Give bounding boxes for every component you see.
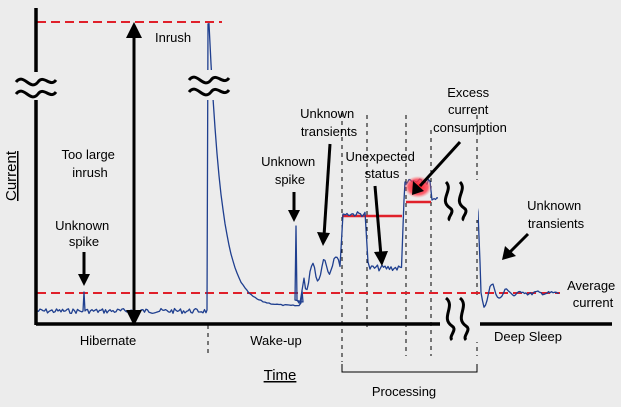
label-unknown-spike-left: Unknown spike [55,218,113,249]
label-too-large-inrush: Too large inrush [61,147,118,180]
axis-break-left [14,72,58,100]
axis-break-deep-sleep-top [438,180,478,222]
reference-lines [37,21,560,294]
axis-break-deep-sleep-bottom [440,296,480,342]
label-unknown-transients-mid: Unknown transients [300,106,358,139]
arrow-excess [418,140,462,188]
arrow-status [373,185,383,257]
arrow-transients-mid [322,143,332,237]
axis-break-inrush [187,70,231,100]
arrow-transients-right [508,232,530,254]
phase-processing: Processing [372,384,436,399]
label-unknown-spike-mid: Unknown spike [261,154,319,187]
label-unexpected-status: Unexpected status [345,149,418,181]
label-excess-current: Excess current consumption [433,85,507,135]
inrush-range-arrow [126,22,142,326]
label-inrush: Inrush [155,30,191,45]
phase-hibernate: Hibernate [80,333,136,348]
processing-bracket [341,364,478,373]
phase-deep-sleep: Deep Sleep [494,329,562,344]
y-axis-title: Current [3,150,20,201]
phase-wake-up: Wake-up [250,333,302,348]
x-axis-title: Time [264,367,297,384]
label-average-current: Average current [567,278,619,310]
label-unknown-transients-right: Unknown transients [527,198,585,231]
axes [34,8,612,326]
annotation-arrows [78,140,530,286]
